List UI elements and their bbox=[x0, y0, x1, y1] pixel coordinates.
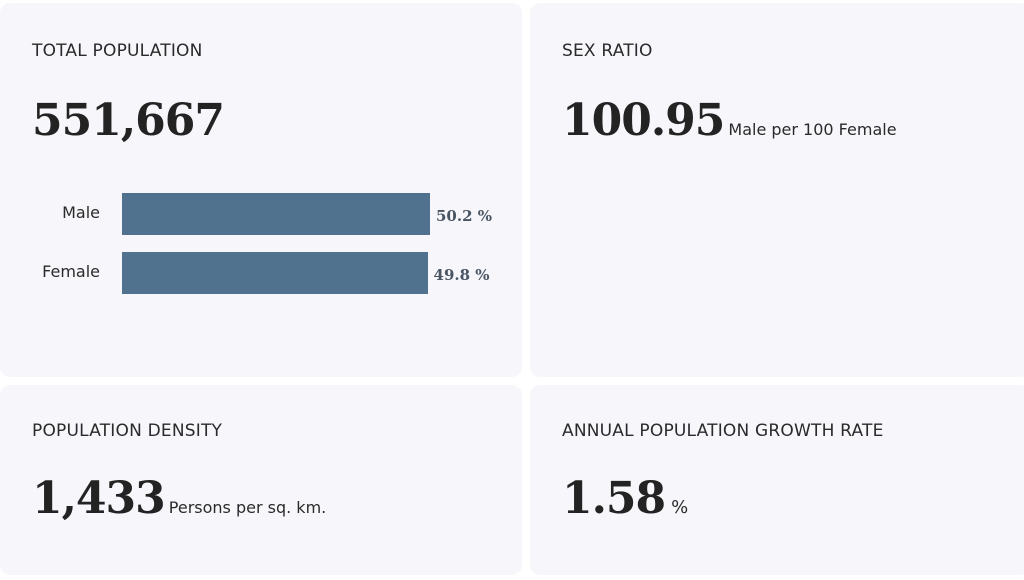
total-population-value-row: 551,667 bbox=[32, 95, 225, 146]
growth-rate-card: ANNUAL POPULATION GROWTH RATE 1.58 % bbox=[530, 385, 1024, 575]
growth-rate-value: 1.58 bbox=[562, 473, 666, 524]
bar-value-female: 49.8 % bbox=[433, 266, 490, 284]
total-population-title: TOTAL POPULATION bbox=[32, 41, 203, 61]
sex-ratio-value-row: 100.95 Male per 100 Female bbox=[562, 95, 897, 146]
growth-rate-title: ANNUAL POPULATION GROWTH RATE bbox=[562, 421, 884, 441]
population-density-value: 1,433 bbox=[32, 473, 166, 524]
bar-male bbox=[122, 193, 430, 235]
population-density-value-row: 1,433 Persons per sq. km. bbox=[32, 473, 326, 524]
bar-female bbox=[122, 252, 428, 294]
population-density-title: POPULATION DENSITY bbox=[32, 421, 223, 441]
sex-ratio-card: SEX RATIO 100.95 Male per 100 Female bbox=[530, 3, 1024, 377]
bar-value-male: 50.2 % bbox=[436, 207, 493, 225]
growth-rate-value-row: 1.58 % bbox=[562, 473, 688, 524]
sex-ratio-unit: Male per 100 Female bbox=[728, 120, 897, 139]
population-density-unit: Persons per sq. km. bbox=[168, 498, 327, 517]
total-population-value: 551,667 bbox=[32, 95, 225, 146]
sex-ratio-value: 100.95 bbox=[562, 95, 725, 146]
bar-label-female: Female bbox=[42, 262, 100, 281]
growth-rate-unit: % bbox=[671, 497, 689, 518]
total-population-card: TOTAL POPULATION 551,667 Male 50.2 % Femal… bbox=[0, 3, 522, 377]
sex-ratio-title: SEX RATIO bbox=[562, 41, 653, 61]
population-density-card: POPULATION DENSITY 1,433 Persons per sq.… bbox=[0, 385, 522, 575]
bar-label-male: Male bbox=[62, 203, 100, 222]
